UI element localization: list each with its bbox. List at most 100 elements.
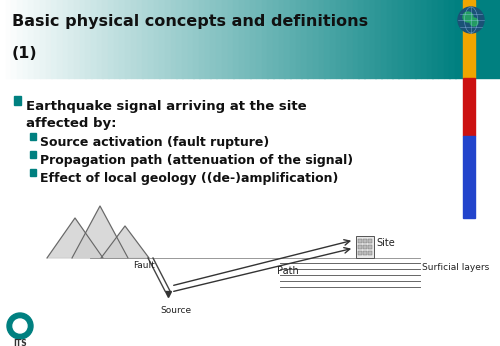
Bar xyxy=(368,239,372,243)
Bar xyxy=(268,0,274,78)
Bar xyxy=(233,0,239,78)
Bar xyxy=(28,0,34,78)
Bar xyxy=(165,0,171,78)
Bar xyxy=(91,0,97,78)
Text: Source: Source xyxy=(160,306,191,315)
Bar xyxy=(341,0,347,78)
Bar xyxy=(80,0,86,78)
Bar xyxy=(336,0,342,78)
Bar xyxy=(273,0,279,78)
Bar xyxy=(239,0,245,78)
Bar xyxy=(46,0,52,78)
Bar xyxy=(216,0,222,78)
Bar xyxy=(290,0,296,78)
Bar xyxy=(426,0,433,78)
Bar xyxy=(205,0,211,78)
Bar xyxy=(358,245,362,249)
Bar xyxy=(0,0,6,78)
Bar xyxy=(23,0,29,78)
Bar xyxy=(324,0,330,78)
Bar xyxy=(368,251,372,255)
Bar xyxy=(30,133,36,140)
Text: Basic physical concepts and definitions: Basic physical concepts and definitions xyxy=(12,14,368,29)
Bar xyxy=(182,0,188,78)
Bar xyxy=(278,0,285,78)
Bar xyxy=(296,0,302,78)
Bar xyxy=(421,0,427,78)
Bar xyxy=(159,0,166,78)
Bar xyxy=(136,0,142,78)
Bar xyxy=(398,0,404,78)
Bar xyxy=(170,0,177,78)
Bar xyxy=(12,0,18,78)
Bar xyxy=(330,0,336,78)
Polygon shape xyxy=(47,218,103,258)
Bar xyxy=(74,0,80,78)
Bar xyxy=(108,0,114,78)
Bar xyxy=(199,0,205,78)
Bar xyxy=(142,0,148,78)
Bar xyxy=(256,0,262,78)
Bar xyxy=(188,0,194,78)
Bar xyxy=(392,0,398,78)
Bar xyxy=(120,0,126,78)
Bar xyxy=(358,239,362,243)
Bar xyxy=(358,0,364,78)
Bar xyxy=(387,0,393,78)
Bar xyxy=(194,0,200,78)
Bar xyxy=(352,0,359,78)
Bar xyxy=(125,0,132,78)
Circle shape xyxy=(458,7,484,33)
Bar xyxy=(228,0,234,78)
Bar xyxy=(34,0,40,78)
Bar xyxy=(68,0,74,78)
Bar xyxy=(57,0,63,78)
Text: Propagation path (attenuation of the signal): Propagation path (attenuation of the sig… xyxy=(40,154,353,167)
Bar xyxy=(250,0,256,78)
Bar xyxy=(262,0,268,78)
Bar xyxy=(404,0,410,78)
Text: Effect of local geology ((de-)amplification): Effect of local geology ((de-)amplificat… xyxy=(40,172,339,185)
Bar xyxy=(148,0,154,78)
Bar xyxy=(363,251,366,255)
Bar xyxy=(30,169,36,176)
Bar xyxy=(284,0,290,78)
Bar xyxy=(62,0,69,78)
Bar xyxy=(222,0,228,78)
Bar xyxy=(6,0,12,78)
Circle shape xyxy=(470,18,478,26)
Text: ITS: ITS xyxy=(13,339,27,346)
Text: Path: Path xyxy=(276,266,298,276)
Text: Earthquake signal arriving at the site: Earthquake signal arriving at the site xyxy=(26,100,306,113)
Bar xyxy=(463,78,475,136)
Text: affected by:: affected by: xyxy=(26,117,117,130)
Bar xyxy=(176,0,182,78)
Bar xyxy=(450,0,456,78)
Bar xyxy=(370,0,376,78)
Circle shape xyxy=(463,12,473,22)
Bar xyxy=(356,236,374,258)
Bar xyxy=(14,96,21,105)
Bar xyxy=(131,0,137,78)
Bar xyxy=(313,0,319,78)
Bar xyxy=(363,239,366,243)
Bar xyxy=(51,0,58,78)
Bar xyxy=(358,251,362,255)
Bar xyxy=(40,0,46,78)
Bar xyxy=(381,0,387,78)
Bar xyxy=(438,0,444,78)
Bar xyxy=(368,245,372,249)
Bar xyxy=(363,245,366,249)
Polygon shape xyxy=(72,206,128,258)
Bar xyxy=(96,0,103,78)
Bar xyxy=(410,0,416,78)
Bar xyxy=(376,0,382,78)
Bar xyxy=(455,0,500,78)
Bar xyxy=(463,136,475,218)
Text: Source activation (fault rupture): Source activation (fault rupture) xyxy=(40,136,269,149)
Bar xyxy=(210,0,216,78)
Bar xyxy=(17,0,23,78)
Text: Surficial layers: Surficial layers xyxy=(422,263,489,272)
Bar xyxy=(114,0,120,78)
Bar xyxy=(102,0,108,78)
